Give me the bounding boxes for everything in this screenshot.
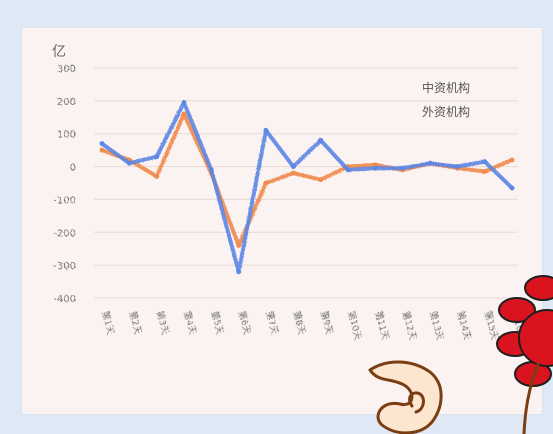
x-tick-label: 第5天 (208, 310, 226, 336)
x-tick-label: 第2天 (126, 310, 144, 336)
data-point-series-2 (208, 167, 214, 173)
grid-lines (94, 67, 518, 299)
x-tick-label: 第4天 (181, 310, 199, 336)
data-point-series-2 (318, 137, 324, 143)
legend: 中资机构 外资机构 (382, 80, 470, 119)
y-axis-label: 亿 (52, 44, 66, 60)
hand-icon (368, 360, 443, 434)
x-tick-label: 第1天 (99, 310, 117, 336)
data-point-series-2 (372, 165, 378, 171)
data-point-series-1 (154, 173, 160, 179)
data-point-series-2 (236, 269, 242, 275)
data-point-series-1 (236, 242, 242, 248)
hand-finger-curl (408, 391, 425, 414)
flower-center (518, 309, 553, 367)
x-tick-label: 第6天 (236, 310, 254, 336)
flower-petal (524, 275, 553, 301)
data-point-series-1 (318, 177, 324, 183)
x-tick-label: 第9天 (318, 310, 336, 336)
data-point-series-2 (263, 127, 269, 133)
data-point-series-2 (454, 164, 460, 170)
data-point-series-1 (181, 111, 187, 117)
x-tick-label: 第8天 (290, 310, 308, 336)
data-point-series-2 (427, 160, 433, 166)
legend-item-series-2: 外资机构 (382, 104, 470, 119)
x-tick-label: 第3天 (154, 310, 172, 336)
data-point-series-1 (509, 157, 515, 163)
y-tick-label: -200 (53, 228, 76, 239)
data-point-series-2 (181, 100, 187, 105)
data-point-series-1 (99, 147, 105, 153)
y-tick-label: 0 (70, 163, 76, 174)
data-point-series-1 (290, 170, 296, 176)
y-tick-label: -300 (53, 261, 76, 272)
data-point-series-2 (482, 159, 488, 165)
line-chart: 300 200 100 0 -100 -200 -300 -400 亿 第1天 第2天 第3天 第4… (52, 44, 528, 341)
data-point-series-2 (154, 154, 160, 160)
flower-icon (496, 275, 553, 387)
series-lines (99, 100, 515, 275)
mascot-arm (522, 362, 540, 434)
data-point-series-2 (126, 160, 132, 166)
chart-card: 300 200 100 0 -100 -200 -300 -400 亿 第1天 第2天 第3天 第4… (22, 28, 542, 414)
legend-item-series-1: 中资机构 (382, 80, 470, 95)
data-point-series-2 (290, 164, 296, 170)
y-axis: 300 200 100 0 -100 -200 -300 -400 (53, 64, 76, 305)
legend-label-series-1: 中资机构 (422, 80, 470, 95)
y-tick-label: -400 (53, 294, 76, 305)
data-point-series-1 (263, 180, 269, 186)
data-point-series-2 (509, 185, 515, 191)
x-tick-label: 第7天 (263, 310, 281, 336)
y-tick-label: 100 (57, 130, 76, 141)
data-point-series-2 (345, 167, 351, 173)
data-point-series-2 (400, 165, 406, 171)
flower-petal (498, 297, 536, 323)
hand-palm (368, 360, 443, 434)
y-tick-label: -100 (53, 195, 76, 206)
y-tick-label: 300 (57, 64, 76, 75)
data-point-series-1 (482, 169, 488, 174)
mascot-decoration (368, 275, 553, 434)
y-tick-label: 200 (57, 97, 76, 108)
legend-label-series-2: 外资机构 (422, 104, 470, 119)
series-line-2 (100, 100, 514, 274)
data-point-series-2 (99, 141, 105, 147)
